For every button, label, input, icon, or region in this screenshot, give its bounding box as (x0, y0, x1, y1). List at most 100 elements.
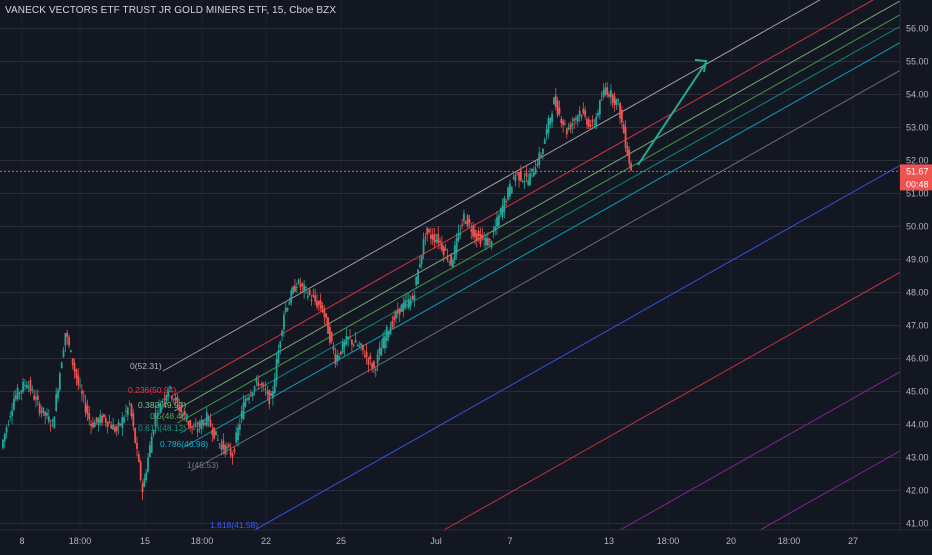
candle-body (82, 395, 85, 397)
x-tick-label: 15 (140, 536, 150, 546)
candle-body (545, 129, 548, 135)
candle-body (128, 403, 131, 405)
candle-body (299, 284, 302, 288)
candle-body (584, 110, 587, 117)
candle-body (492, 230, 495, 233)
projection-arrow (637, 63, 706, 166)
candle-body (330, 332, 333, 342)
candle-body (519, 170, 522, 181)
candle-body (16, 387, 19, 400)
candle-body (457, 232, 460, 241)
candle-body (560, 118, 563, 124)
candle-body (466, 215, 469, 227)
candle-body (485, 237, 487, 245)
candle-body (479, 233, 482, 244)
candle-body (358, 345, 361, 347)
x-tick-label: 22 (261, 536, 271, 546)
candle-body (281, 330, 284, 336)
candle-body (240, 411, 243, 419)
candle-body (110, 424, 113, 429)
candle-body (523, 180, 526, 182)
candle-body (207, 416, 210, 421)
candle-body (530, 168, 533, 172)
candle-body (58, 373, 61, 390)
candle-body (172, 399, 175, 401)
candle-body (42, 407, 45, 414)
candle-body (227, 444, 230, 447)
candle-body (396, 309, 399, 314)
candle-body (341, 341, 344, 353)
candle-body (178, 405, 181, 411)
candle-body (591, 119, 594, 123)
candle-body (496, 217, 498, 227)
candle-body (44, 411, 47, 416)
candle-body (374, 368, 377, 371)
candle-body (387, 332, 390, 338)
candle-body (185, 420, 188, 422)
candle-body (200, 420, 203, 430)
candle-body (325, 313, 328, 319)
candle-body (198, 423, 201, 427)
candle-body (391, 321, 394, 328)
candle-body (356, 345, 359, 347)
projection-arrowhead (694, 59, 708, 73)
candle-body (426, 227, 429, 235)
candle-body (226, 446, 228, 449)
x-tick-label: 20 (726, 536, 736, 546)
candle-body (343, 341, 346, 348)
candle-body (97, 418, 100, 426)
candle-body (452, 259, 454, 268)
candle-body (288, 302, 291, 305)
candle-body (115, 426, 118, 432)
candle-body (167, 391, 170, 398)
time-axis-panel (0, 530, 932, 550)
candle-body (152, 430, 155, 435)
candle-body (2, 439, 4, 448)
candle-body (14, 395, 17, 400)
candle-body (587, 119, 590, 128)
candle-body (347, 336, 350, 340)
candle-body (380, 347, 383, 356)
candle-body (367, 357, 370, 365)
candle-body (327, 317, 329, 334)
candle-body (123, 417, 126, 423)
fib-level-label: 0.618(48.12) (138, 423, 186, 433)
candle-body (501, 205, 504, 217)
candle-body (521, 180, 524, 182)
candle-body (463, 213, 465, 221)
x-tick-label: 18:00 (69, 536, 92, 546)
candle-body (490, 241, 493, 248)
candle-body (398, 308, 401, 315)
candle-body (20, 390, 23, 393)
candle-body (450, 254, 452, 266)
candle-body (345, 335, 348, 345)
candle-body (527, 180, 530, 185)
extended-channel-line (759, 450, 901, 531)
candle-body (126, 407, 129, 415)
candle-body (165, 394, 168, 402)
candle-body (290, 290, 293, 303)
candle-body (417, 269, 419, 285)
candle-body (49, 425, 52, 427)
candle-body (437, 234, 440, 244)
fib-channel-line (180, 25, 901, 434)
candle-body (435, 240, 438, 243)
x-tick-label: 18:00 (657, 536, 680, 546)
candle-body (119, 423, 122, 425)
candle-body (604, 87, 607, 95)
countdown-label: 00:48 (906, 179, 929, 189)
y-tick-label: 42.00 (906, 486, 929, 496)
candle-body (222, 440, 225, 450)
candle-body (33, 395, 36, 400)
y-tick-label: 54.00 (906, 90, 929, 100)
y-tick-label: 44.00 (906, 420, 929, 430)
candle-body (319, 300, 322, 309)
candle-body (543, 139, 546, 144)
candle-body (158, 404, 160, 407)
candle-body (220, 444, 223, 450)
candle-body (439, 240, 441, 243)
candle-body (613, 96, 616, 106)
candle-body (371, 363, 374, 369)
y-tick-label: 43.00 (906, 453, 929, 463)
